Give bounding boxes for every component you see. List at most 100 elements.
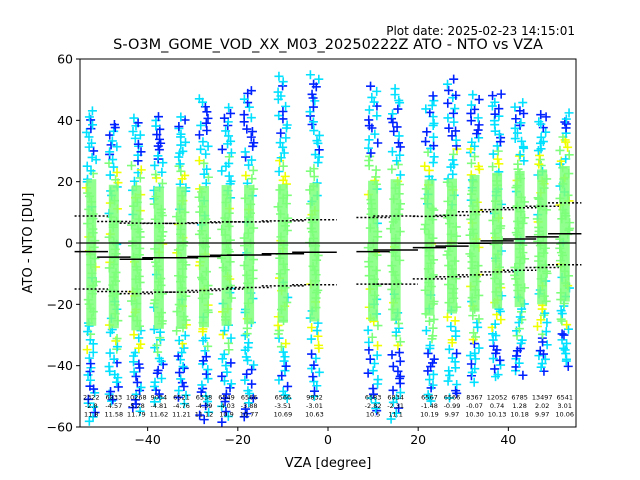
data-point (424, 165, 434, 175)
data-point (88, 120, 98, 130)
data-point (274, 166, 284, 176)
data-point (88, 412, 98, 422)
data-point (157, 167, 167, 177)
data-point (307, 322, 317, 332)
bin-annotation-text: 9832 (306, 393, 323, 401)
bin-density-core (86, 179, 97, 326)
data-point (488, 354, 498, 364)
data-point (368, 384, 378, 394)
data-point (470, 152, 480, 162)
data-point (493, 370, 503, 380)
data-point (513, 159, 523, 169)
data-point (281, 339, 291, 349)
data-point (490, 97, 500, 107)
data-point (429, 354, 439, 364)
data-point (494, 111, 504, 121)
data-point (542, 340, 552, 350)
data-point (129, 176, 139, 186)
data-point (201, 352, 211, 362)
x-axis-label: VZA [degree] (285, 456, 372, 471)
data-point (112, 142, 122, 152)
data-point (273, 87, 283, 97)
data-point (474, 343, 484, 353)
data-point (562, 338, 572, 348)
data-point (202, 107, 212, 117)
bin-annotations: 2322-2.811.86833-4.5711.5810268-5.2811.7… (83, 393, 574, 418)
data-point (224, 131, 234, 141)
data-point (112, 377, 122, 387)
data-point (395, 337, 405, 347)
bin-annotation-text: 11.58 (105, 410, 124, 418)
data-point (563, 142, 573, 152)
data-point (150, 160, 160, 170)
data-point (226, 108, 236, 118)
data-point (563, 324, 573, 334)
data-point (474, 120, 484, 130)
data-point (541, 112, 551, 122)
bin-annotation-text: -3.88 (241, 402, 258, 410)
data-point (86, 359, 96, 369)
bin-annotation-text: -3.51 (274, 402, 291, 410)
data-point (363, 325, 373, 335)
data-point (395, 388, 405, 398)
data-point (128, 127, 138, 137)
data-point (274, 325, 284, 335)
data-point (112, 334, 122, 344)
data-point (518, 370, 528, 380)
data-point (494, 104, 504, 114)
data-point (109, 120, 119, 130)
bin-annotation-text: -1.48 (421, 402, 438, 410)
bin-annotation-text: 9034 (151, 393, 168, 401)
bin-annotation-text: 12052 (487, 393, 508, 401)
data-point (534, 117, 544, 127)
data-point (281, 101, 291, 111)
data-point (83, 327, 93, 337)
data-point (427, 100, 437, 110)
data-point (105, 147, 115, 157)
data-point (559, 330, 569, 340)
data-point (106, 387, 116, 397)
data-point (244, 338, 254, 348)
data-point (153, 112, 163, 122)
data-point (364, 135, 374, 145)
data-point (201, 369, 211, 379)
x-tick-label: 40 (500, 432, 516, 447)
data-point (470, 348, 480, 358)
data-point (564, 150, 574, 160)
data-point (309, 126, 319, 136)
data-point (221, 361, 231, 371)
data-point (220, 376, 230, 386)
data-point (106, 140, 116, 150)
data-point (278, 77, 288, 87)
bin-annotation-text: 10.9 (219, 410, 233, 418)
data-point (202, 164, 212, 174)
data-point (158, 158, 168, 168)
data-point (204, 407, 214, 417)
bin-annotation-text: 6541 (556, 393, 573, 401)
data-point (447, 353, 457, 363)
y-tick-label: 0 (65, 236, 73, 251)
data-point (84, 132, 94, 142)
data-point (279, 148, 289, 158)
data-point (470, 364, 480, 374)
data-point (556, 306, 566, 316)
data-point (220, 393, 230, 403)
data-point (451, 90, 461, 100)
data-point (450, 316, 460, 326)
data-point (469, 328, 479, 338)
data-point (536, 132, 546, 142)
data-point (512, 351, 522, 361)
bin-annotation-text: 6566 (241, 393, 258, 401)
bin-density-core (131, 186, 142, 331)
bin-annotation-text: 6549 (218, 393, 235, 401)
data-point (194, 94, 204, 104)
data-point (219, 326, 229, 336)
data-point (364, 156, 374, 166)
data-point (564, 108, 574, 118)
data-point (201, 118, 211, 128)
data-point (421, 137, 431, 147)
